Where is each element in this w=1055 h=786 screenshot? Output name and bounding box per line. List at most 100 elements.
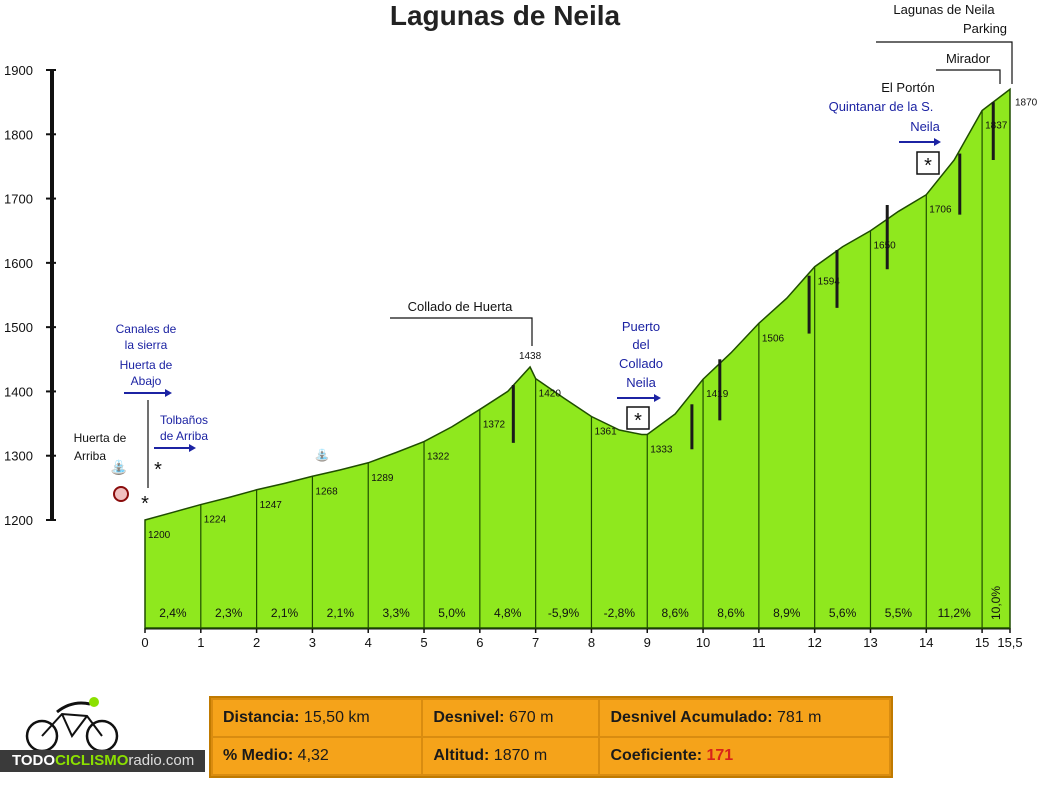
gradient-label: 2,1% [271, 606, 299, 620]
y-tick-label: 1500 [4, 320, 33, 335]
x-tick-label: 3 [309, 635, 316, 650]
star-marker-icon-a: * [154, 459, 162, 481]
annotation-puerto-line2: del [632, 337, 649, 352]
puerto-star-icon: * [634, 410, 642, 432]
puerto-arrow-head [654, 394, 661, 402]
annotation-collado-huerta: Collado de Huerta [408, 299, 514, 314]
gradient-label: 10,0% [989, 586, 1003, 620]
puerto-star-box [626, 406, 650, 430]
annotation-huerta-de-arriba-line1: Huerta de [74, 431, 127, 445]
stat-distancia-label: Distancia: [223, 709, 300, 726]
annotation-puerto-line3: Collado [619, 356, 663, 371]
logo-text-todo: TODO [12, 752, 56, 769]
gradient-label: 2,4% [159, 606, 187, 620]
elevation-point-label: 1361 [594, 427, 617, 438]
logo-text-radio: radio.com [128, 752, 195, 769]
x-tick-label: 14 [919, 635, 933, 650]
stat-coeficiente-label: Coeficiente: [610, 747, 703, 764]
elevation-point-label: 1289 [371, 473, 394, 484]
annotation-lagunas-line2: Parking [963, 21, 1007, 36]
annotation-tolbanos-line1: Tolbaños [160, 413, 208, 427]
logo-bar [0, 750, 205, 772]
x-tick-label: 8 [588, 635, 595, 650]
gradient-label: 2,3% [215, 606, 243, 620]
elevation-point-label: 1333 [650, 445, 673, 456]
gradient-label: 4,8% [494, 606, 522, 620]
stat-distancia-value: 15,50 km [303, 709, 370, 726]
x-tick-label: 11 [752, 635, 766, 650]
stat-coeficiente: Coeficiente: 171 [598, 736, 891, 776]
quintanar-star-box [916, 151, 940, 175]
elevation-area [144, 87, 1011, 629]
canales-arrow-head [165, 389, 172, 397]
y-tick-label: 1600 [4, 256, 33, 271]
elevation-point-label: 1224 [204, 515, 227, 526]
stat-medio-value: 4,32 [297, 747, 329, 764]
annotation-canales-line1: Canales de [116, 322, 177, 336]
x-tick-label: 6 [476, 635, 483, 650]
stat-medio: % Medio: 4,32 [210, 736, 424, 776]
x-tick-label: 5 [420, 635, 427, 650]
x-tick-label: 10 [696, 635, 710, 650]
chart-title: Lagunas de Neila [389, 0, 621, 31]
elevation-point-label: 1506 [762, 333, 785, 344]
gradient-label: 2,1% [327, 606, 355, 620]
y-tick-label: 1300 [4, 449, 33, 464]
fountain-icon-2: ⛲ [315, 448, 330, 462]
annotation-quintanar-line1: Quintanar de la S. [829, 99, 934, 114]
y-tick-label: 1900 [4, 63, 33, 78]
gradient-label: 8,6% [717, 606, 745, 620]
elevation-point-label: 1322 [427, 452, 450, 463]
stat-altitud-value: 1870 m [493, 747, 548, 764]
y-tick-label: 1700 [4, 192, 33, 207]
elevation-point-label: 1420 [539, 389, 562, 400]
fountain-icon: ⛲ [110, 459, 127, 476]
x-tick-label: 2 [253, 635, 260, 650]
stat-desnivel-acumulado-label: Desnivel Acumulado: [610, 709, 773, 726]
elevation-point-label: 1706 [929, 205, 952, 216]
stat-altitud-label: Altitud: [433, 747, 490, 764]
x-tick-label: 9 [644, 635, 651, 650]
gradient-label: 5,6% [829, 606, 857, 620]
quintanar-star-icon: * [924, 155, 932, 177]
mirador-leader [936, 69, 1001, 84]
cyclist-marker-icon [113, 486, 129, 502]
stat-desnivel-value: 670 m [508, 709, 554, 726]
gradient-label: 8,9% [773, 606, 801, 620]
x-tick-label: 4 [365, 635, 372, 650]
gradient-label: -5,9% [548, 606, 580, 620]
collado-huerta-leader [390, 317, 533, 346]
stat-desnivel-label: Desnivel: [433, 709, 505, 726]
x-tick-label: 15,5 [997, 635, 1022, 650]
x-tick-label: 13 [863, 635, 877, 650]
annotation-tolbanos-line2: de Arriba [160, 429, 208, 443]
annotation-lagunas-line1: Lagunas de Neila [893, 2, 995, 17]
stat-desnivel-acumulado-value: 781 m [777, 709, 822, 726]
gradient-label: -2,8% [604, 606, 636, 620]
x-tick-label: 0 [141, 635, 148, 650]
elevation-point-label: 1650 [873, 241, 896, 252]
lagunas-leader [876, 41, 1013, 84]
annotation-mirador: Mirador [946, 51, 991, 66]
y-tick-label: 1400 [4, 384, 33, 399]
stat-medio-label: % Medio: [223, 747, 294, 764]
y-tick-label: 1800 [4, 127, 33, 142]
gradient-label: 5,0% [438, 606, 466, 620]
annotation-huerta-de-arriba-line2: Arriba [74, 449, 106, 463]
annotation-el-porton: El Portón [881, 80, 934, 95]
annotation-canales-line3: Huerta de [120, 358, 173, 372]
stats-table: Distancia: 15,50 km Desnivel: 670 m Desn… [209, 696, 893, 778]
gradient-label: 8,6% [661, 606, 689, 620]
elevation-point-label: 1247 [260, 500, 283, 511]
logo-text: TODOCICLISMOradio.com [12, 752, 194, 769]
annotation-canales-line4: Abajo [131, 374, 162, 388]
elevation-point-label: 1870 [1015, 97, 1038, 108]
annotation-canales-line2: la sierra [125, 338, 168, 352]
x-tick-label: 15 [975, 635, 989, 650]
elevation-point-label: 1594 [818, 277, 841, 288]
x-tick-label: 12 [807, 635, 821, 650]
quintanar-arrow-head [934, 138, 941, 146]
elevation-point-label: 1268 [315, 486, 338, 497]
gradient-label: 11,2% [938, 606, 971, 620]
